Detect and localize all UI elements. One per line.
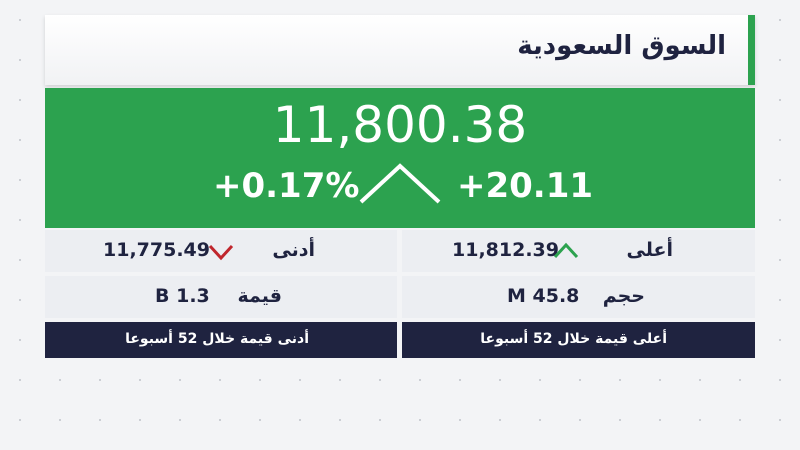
change-percent: +0.17% — [213, 166, 360, 206]
up-arrow — [359, 163, 441, 204]
high-label: أعلى — [626, 239, 673, 261]
high-value: 11,812.39 — [452, 239, 559, 261]
down-arrow — [208, 244, 234, 261]
volume-cell: M 45.8 حجم — [402, 276, 755, 318]
high-52w-bar: أعلى قيمة خلال 52 أسبوعا — [402, 322, 755, 358]
volume-label: حجم — [602, 285, 645, 307]
high-52w-label: أعلى قيمة خلال 52 أسبوعا — [480, 331, 667, 347]
change-value: +20.11 — [457, 166, 594, 206]
high-cell: 11,812.39 أعلى — [402, 230, 755, 272]
low-value: 11,775.49 — [103, 239, 210, 261]
turnover-value: B 1.3 — [155, 285, 210, 307]
header: السوق السعودية — [45, 15, 755, 85]
turnover-cell: B 1.3 قيمة — [45, 276, 397, 318]
turnover-label: قيمة — [237, 285, 282, 307]
low-cell: 11,775.49 أدنى — [45, 230, 397, 272]
title: السوق السعودية — [517, 31, 726, 61]
volume-value: M 45.8 — [507, 285, 580, 307]
low-label: أدنى — [272, 239, 315, 261]
low-52w-label: أدنى قيمة خلال 52 أسبوعا — [125, 331, 309, 347]
index-panel: 11,800.38 +0.17% +20.11 — [45, 88, 755, 228]
up-arrow-small — [553, 242, 579, 259]
low-52w-bar: أدنى قيمة خلال 52 أسبوعا — [45, 322, 397, 358]
index-value: 11,800.38 — [272, 96, 528, 154]
